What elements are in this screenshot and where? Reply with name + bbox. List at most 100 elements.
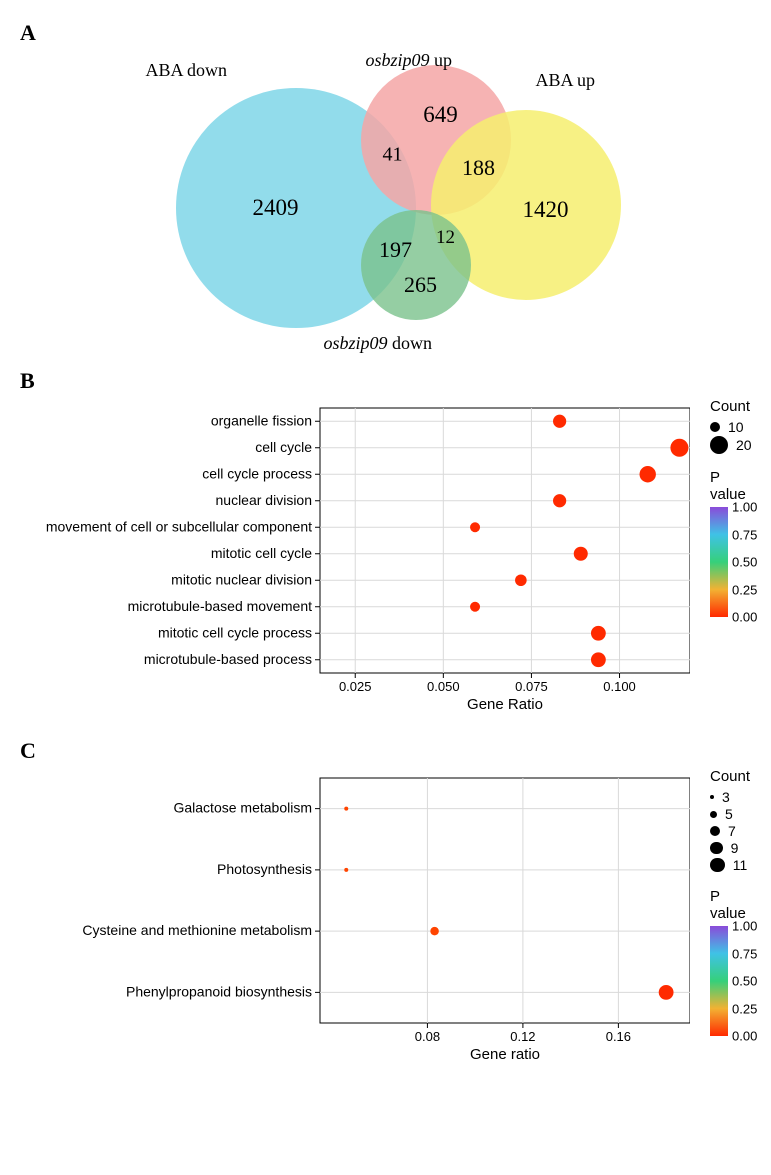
x-tick-label: 0.075 [515, 679, 548, 694]
pvalue-tick: 0.00 [732, 1029, 757, 1044]
panel-a: A ABA downosbzip09 upABA uposbzip09 down… [20, 20, 751, 350]
y-category-label: Photosynthesis [217, 861, 312, 877]
data-point [640, 466, 656, 482]
pvalue-colorbar [710, 507, 728, 617]
dotplot-b: 0.025 0.050 0.075 0.100 organelle fission cel… [20, 398, 690, 720]
legend-title: Count [710, 768, 751, 785]
y-category-label: microtubule-based process [144, 651, 312, 667]
count-legend-label: 9 [731, 840, 739, 856]
data-point [344, 868, 348, 872]
panel-b: B 0.025 0.050 0.075 0.100 organelle fission c… [20, 368, 751, 720]
venn-set-label: osbzip09 down [324, 333, 433, 354]
data-point [470, 602, 480, 612]
panel-c: C 0.08 0.12 0.16 Galactose metabolism Photos… [20, 738, 751, 1070]
count-legend-label: 10 [728, 419, 744, 435]
pvalue-tick: 0.00 [732, 610, 757, 625]
pvalue-tick: 0.50 [732, 974, 757, 989]
venn-count: 188 [462, 155, 495, 181]
legend-title: Count [710, 398, 752, 415]
count-legend-dot [710, 858, 725, 873]
venn-diagram: ABA downosbzip09 upABA uposbzip09 down 2… [106, 50, 666, 350]
venn-count: 2409 [253, 195, 299, 221]
count-legend-label: 3 [722, 789, 730, 805]
count-legend-item: 3 [710, 789, 751, 805]
legend-title: P value [710, 888, 751, 922]
panel-b-label: B [20, 368, 751, 394]
y-category-label: mitotic cell cycle process [158, 624, 312, 640]
b-count-legend: Count 10 20 [710, 398, 752, 455]
dotplot-c: 0.08 0.12 0.16 Galactose metabolism Photosyn… [20, 768, 690, 1070]
y-category-label: mitotic nuclear division [171, 571, 312, 587]
count-legend-dot [710, 842, 723, 855]
c-pvalue-legend: P value1.000.750.500.250.00 [710, 888, 751, 1036]
count-legend-dot [710, 811, 717, 818]
pvalue-tick: 0.75 [732, 527, 757, 542]
count-legend-item: 7 [710, 823, 751, 839]
y-category-label: Galactose metabolism [173, 800, 312, 816]
count-legend-dot [710, 436, 728, 454]
venn-set-label: ABA up [536, 70, 596, 91]
c-count-legend: Count 357911 [710, 768, 751, 874]
venn-count: 1420 [523, 197, 569, 223]
legend-b: Count1020P value1.000.750.500.250.00 [690, 398, 752, 617]
venn-set-label: ABA down [146, 60, 228, 81]
x-axis-label: Gene Ratio [467, 696, 543, 713]
data-point [470, 522, 480, 532]
data-point [344, 807, 348, 811]
data-point [553, 494, 566, 507]
venn-svg [106, 50, 666, 350]
count-legend-label: 11 [733, 857, 748, 873]
x-tick-label: 0.050 [427, 679, 460, 694]
count-legend-dot [710, 795, 714, 799]
count-legend-item: 20 [710, 436, 752, 454]
venn-set-label: osbzip09 up [366, 50, 453, 71]
x-tick-label: 0.08 [415, 1029, 440, 1044]
count-legend-item: 5 [710, 806, 751, 822]
venn-count: 197 [379, 237, 412, 263]
data-point [574, 547, 588, 561]
pvalue-colorbar [710, 926, 728, 1036]
y-category-label: nuclear division [216, 492, 313, 508]
data-point [591, 626, 606, 641]
count-legend-dot [710, 422, 720, 432]
count-legend-item: 11 [710, 857, 751, 873]
y-category-label: cell cycle process [202, 465, 312, 481]
data-point [430, 927, 439, 936]
y-category-label: mitotic cell cycle [211, 545, 312, 561]
count-legend-label: 5 [725, 806, 733, 822]
pvalue-tick: 0.75 [732, 946, 757, 961]
pvalue-tick: 0.25 [732, 1001, 757, 1016]
count-legend-item: 9 [710, 840, 751, 856]
y-category-label: Phenylpropanoid biosynthesis [126, 983, 312, 999]
y-category-label: movement of cell or subcellular componen… [46, 518, 312, 534]
data-point [670, 439, 688, 457]
panel-a-label: A [20, 20, 751, 46]
x-tick-label: 0.100 [603, 679, 636, 694]
venn-count: 41 [383, 144, 403, 167]
pvalue-tick: 1.00 [732, 919, 757, 934]
legend-c: Count 357911 P value1.000.750.500.250.00 [690, 768, 751, 1036]
dotplot-svg: 0.08 0.12 0.16 Galactose metabolism Photosyn… [20, 768, 690, 1065]
x-tick-label: 0.12 [510, 1029, 535, 1044]
data-point [591, 652, 606, 667]
dotplot-svg: 0.025 0.050 0.075 0.100 organelle fission cel… [20, 398, 690, 715]
data-point [553, 415, 566, 428]
count-legend-item: 10 [710, 419, 752, 435]
x-axis-label: Gene ratio [470, 1046, 540, 1063]
y-category-label: cell cycle [255, 439, 312, 455]
venn-count: 12 [436, 227, 455, 249]
venn-count: 265 [404, 272, 437, 298]
x-tick-label: 0.16 [606, 1029, 631, 1044]
pvalue-tick: 0.50 [732, 555, 757, 570]
panel-c-label: C [20, 738, 751, 764]
y-category-label: Cysteine and methionine metabolism [82, 922, 312, 938]
count-legend-dot [710, 826, 720, 836]
y-category-label: microtubule-based movement [128, 598, 313, 614]
count-legend-label: 7 [728, 823, 736, 839]
data-point [659, 985, 674, 1000]
pvalue-tick: 0.25 [732, 582, 757, 597]
y-category-label: organelle fission [211, 412, 312, 428]
x-tick-label: 0.025 [339, 679, 372, 694]
count-legend-label: 20 [736, 437, 752, 453]
venn-count: 649 [423, 102, 458, 128]
